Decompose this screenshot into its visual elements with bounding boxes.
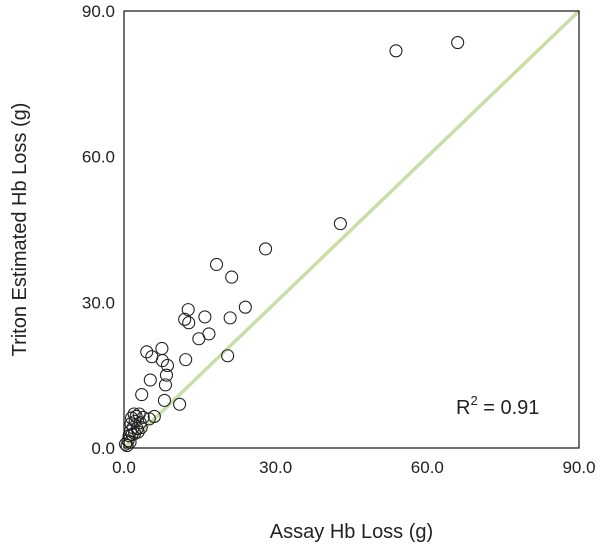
data-point <box>389 44 403 58</box>
data-point <box>155 341 169 356</box>
plot-area-frame <box>123 10 580 449</box>
data-point <box>121 434 135 448</box>
data-point <box>135 388 149 402</box>
identity-reference-line <box>122 9 581 450</box>
data-point <box>140 345 154 359</box>
data-point <box>134 421 148 435</box>
x-tick-label: 30.0 <box>259 458 292 477</box>
x-tick-label: 0.0 <box>112 458 136 477</box>
data-point <box>120 439 134 453</box>
data-point <box>182 316 196 330</box>
data-point <box>181 303 195 317</box>
data-point <box>158 378 173 392</box>
y-tick-label: 90.0 <box>82 2 115 21</box>
data-point <box>223 311 237 325</box>
data-point <box>179 353 193 367</box>
y-tick-label: 60.0 <box>82 148 115 167</box>
reference-line-layer <box>122 9 581 450</box>
data-point <box>131 425 145 439</box>
y-tick-label: 0.0 <box>91 439 115 458</box>
data-point <box>155 354 169 368</box>
data-point <box>147 409 161 423</box>
tick-labels-layer: 0.0 30.0 60.0 90.0 0.0 30.0 60.0 90.0 <box>82 2 596 477</box>
data-point <box>259 242 273 256</box>
data-point <box>333 217 347 231</box>
data-point <box>160 358 175 373</box>
data-point <box>136 410 150 424</box>
data-point <box>221 349 235 363</box>
data-point <box>173 397 187 411</box>
data-point <box>451 36 465 50</box>
r-squared-annotation: R2 = 0.91 <box>456 393 539 419</box>
data-point <box>143 373 157 387</box>
y-axis-title: Triton Estimated Hb Loss (g) <box>9 103 31 357</box>
data-point <box>157 393 171 407</box>
data-point <box>225 270 239 284</box>
r-squared-superscript: 2 <box>470 393 477 408</box>
x-tick-label: 90.0 <box>562 458 595 477</box>
data-points-layer <box>118 36 465 453</box>
x-tick-label: 60.0 <box>411 458 444 477</box>
data-point <box>209 257 224 272</box>
data-point <box>178 312 192 326</box>
r-squared-value: = 0.91 <box>478 397 540 419</box>
data-point <box>159 368 174 382</box>
data-point <box>198 310 212 324</box>
y-tick-label: 30.0 <box>82 293 115 312</box>
data-point <box>238 300 252 314</box>
r-squared-prefix: R <box>456 397 470 419</box>
x-axis-title: Assay Hb Loss (g) <box>270 521 433 543</box>
data-point <box>202 327 216 341</box>
data-point <box>127 407 141 421</box>
